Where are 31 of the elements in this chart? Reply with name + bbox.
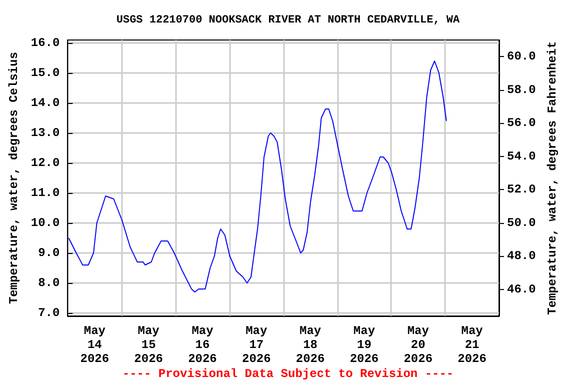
x-tick-label: May 18 2026 xyxy=(296,324,325,366)
y2-tick-label: 58.0 xyxy=(507,82,536,97)
x-tick-label: May 17 2026 xyxy=(242,324,271,366)
y-tick-label: 11.0 xyxy=(30,186,60,200)
y-tick-label: 9.0 xyxy=(38,246,60,260)
x-tick-label: May 14 2026 xyxy=(80,324,110,366)
x-tick-label: May 20 2026 xyxy=(404,324,433,366)
y-tick-label: 10.0 xyxy=(30,216,60,230)
y2-tick-label: 48.0 xyxy=(507,249,536,264)
y-tick-label: 16.0 xyxy=(30,36,60,50)
y-tick-label: 8.0 xyxy=(38,276,60,290)
y-tick-label: 12.0 xyxy=(30,156,60,170)
y2-tick-label: 52.0 xyxy=(507,182,536,197)
line-series xyxy=(68,60,447,292)
y2-tick-label: 60.0 xyxy=(507,50,536,64)
y2-tick-label: 56.0 xyxy=(507,116,536,130)
y2-tick-label: 46.0 xyxy=(507,282,536,296)
x-tick-label: May 21 2026 xyxy=(458,324,486,366)
x-tick-label: May 16 2026 xyxy=(188,324,217,366)
y-axis-title: Temperature, water, degrees Celsius xyxy=(7,52,21,304)
x-tick-label: May 19 2026 xyxy=(350,324,379,366)
y-tick-label: 15.0 xyxy=(30,66,60,80)
y-tick-label: 13.0 xyxy=(30,126,60,140)
y2-tick-label: 50.0 xyxy=(507,216,536,230)
text: ---- Provisional Data Subject to Revision ---- xyxy=(122,367,454,381)
chart-title: USGS 12210700 NOOKSACK RIVER AT NORTH CEDARVILLE, WA xyxy=(116,14,460,26)
y-tick-label: 7.0 xyxy=(38,306,60,320)
x-tick-label: May 15 2026 xyxy=(134,324,163,366)
y2-tick-label: 54.0 xyxy=(507,149,536,164)
y2-axis-title: Temperature, water, degrees Fahrenheit xyxy=(546,41,560,315)
y-tick-label: 14.0 xyxy=(30,96,60,110)
